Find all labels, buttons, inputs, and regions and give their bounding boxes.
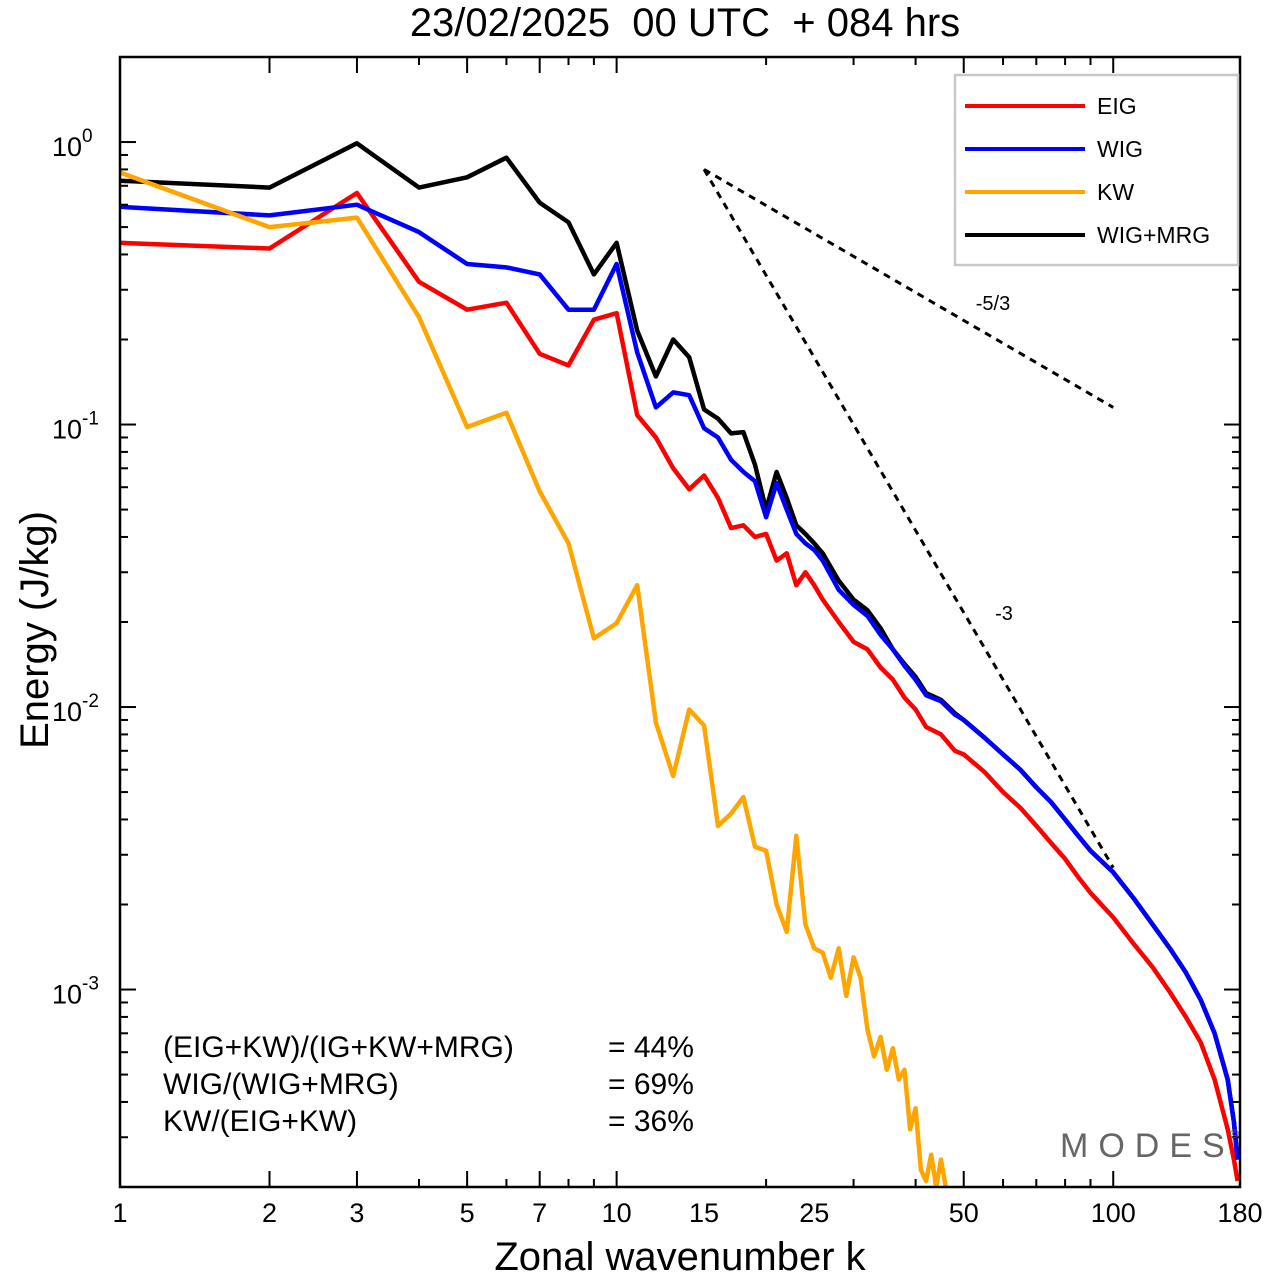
x-tick-label: 100	[1091, 1198, 1136, 1228]
x-axis-ticks: 1 2 3 5 7 10 15 25 50 100 180	[112, 57, 1263, 1228]
series-line-eig	[120, 190, 1240, 1182]
y-axis-title: Energy (J/kg)	[13, 511, 57, 749]
reference-line-minus-5-3	[703, 168, 1114, 409]
legend-label: WIG	[1097, 136, 1143, 162]
y-tick-label: 10-3	[52, 974, 99, 1010]
legend-label: EIG	[1097, 93, 1137, 119]
energy-ratio-annotations: (EIG+KW)/(IG+KW+MRG) = 44% WIG/(WIG+MRG) = …	[163, 1031, 694, 1138]
x-tick-label: 10	[602, 1198, 632, 1228]
x-tick-label: 7	[532, 1198, 547, 1228]
ratio-value: = 36%	[608, 1105, 694, 1138]
x-tick-label: 50	[949, 1198, 979, 1228]
legend-label: KW	[1097, 179, 1134, 205]
ratio-label: WIG/(WIG+MRG)	[163, 1068, 399, 1101]
x-tick-label: 3	[349, 1198, 364, 1228]
modes-watermark: MODES	[1060, 1127, 1235, 1165]
x-tick-label: 5	[460, 1198, 475, 1228]
ratio-label: (EIG+KW)/(IG+KW+MRG)	[163, 1031, 514, 1064]
ratio-label: KW/(EIG+KW)	[163, 1105, 357, 1138]
reference-line-minus-3	[702, 168, 1115, 869]
copyright-symbol: ©	[1230, 1127, 1239, 1141]
reference-line-label: -5/3	[976, 293, 1010, 315]
x-tick-label: 2	[262, 1198, 277, 1228]
reference-line-label: -3	[995, 603, 1013, 625]
series-layer	[120, 141, 1240, 1187]
y-tick-label: 10-1	[52, 409, 99, 445]
chart-title: 23/02/2025 00 UTC + 084 hrs	[410, 1, 960, 45]
x-tick-label: 15	[689, 1198, 719, 1228]
ratio-value: = 44%	[608, 1031, 694, 1064]
x-axis-title: Zonal wavenumber k	[494, 1235, 866, 1279]
y-tick-label: 100	[52, 126, 93, 162]
legend-label: WIG+MRG	[1097, 222, 1210, 248]
legend: EIG WIG KW WIG+MRG	[953, 73, 1240, 267]
x-tick-label: 180	[1217, 1198, 1262, 1228]
series-line-wig	[120, 202, 1240, 1160]
reference-lines: -5/3 -3	[702, 168, 1115, 869]
x-tick-label: 1	[112, 1198, 127, 1228]
y-tick-label: 10-2	[52, 691, 99, 727]
ratio-value: = 69%	[608, 1068, 694, 1101]
series-line-kw	[120, 170, 948, 1187]
x-tick-label: 25	[799, 1198, 829, 1228]
series-line-wig-plus-mrg	[120, 141, 1240, 1160]
